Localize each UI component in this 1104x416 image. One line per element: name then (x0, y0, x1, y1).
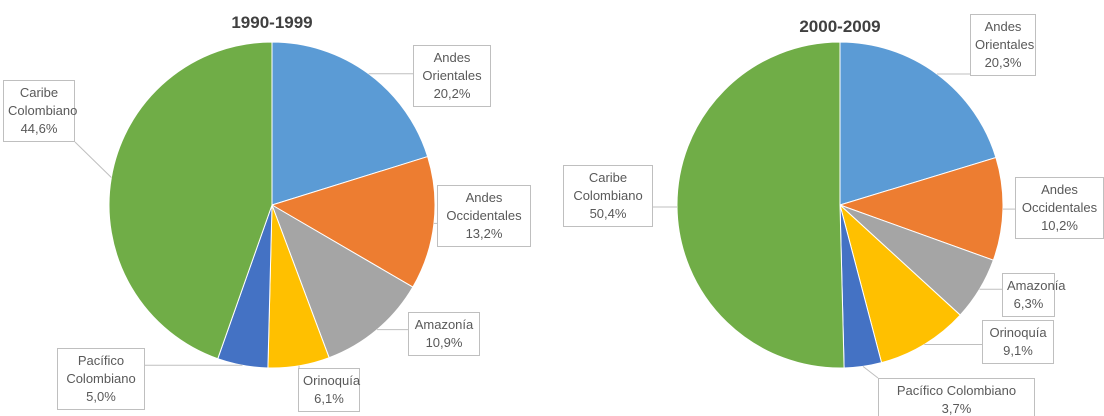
data-label: Andes Orientales 20,2% (413, 45, 491, 107)
pie-slice (676, 41, 845, 369)
data-label: Andes Orientales 20,3% (970, 14, 1036, 76)
pie-slice (271, 203, 414, 359)
label-category: Amazonía (1007, 278, 1066, 293)
label-category: Andes Orientales (975, 19, 1035, 52)
label-value: 13,2% (465, 226, 503, 241)
label-value: 10,2% (1041, 218, 1078, 233)
data-label: Amazonía 6,3% (1002, 273, 1066, 317)
label-category: Caribe Colombiano (8, 85, 78, 118)
data-label: Caribe Colombiano 50,4% (563, 165, 653, 227)
label-category: Orinoquía (989, 325, 1047, 340)
label-value: 6,3% (1013, 296, 1044, 311)
label-category: Pacífico Colombiano (66, 353, 136, 386)
label-value: 9,1% (1003, 343, 1033, 358)
label-category: Orinoquía (303, 373, 361, 388)
chart-title: 2000-2009 (799, 17, 880, 36)
leader-line (74, 141, 112, 178)
data-label: Caribe Colombiano 44,6% (3, 80, 78, 142)
data-label: Pacífico Colombiano 3,7% (878, 378, 1035, 416)
label-category: Pacífico Colombiano (896, 383, 1017, 398)
label-value: 44,6% (20, 121, 58, 136)
pie-slice (839, 203, 961, 364)
pie-slice (839, 41, 997, 206)
data-label: Orinoquía 9,1% (982, 320, 1054, 364)
data-label: Andes Occidentales 10,2% (1015, 177, 1104, 239)
label-value: 5,0% (86, 389, 116, 404)
data-label: Orinoquía 6,1% (298, 368, 360, 412)
label-value: 20,3% (984, 55, 1022, 70)
chart-title: 1990-1999 (231, 13, 312, 32)
label-category: Amazonía (414, 317, 474, 332)
label-value: 50,4% (589, 206, 627, 221)
label-category: Andes Orientales (422, 50, 482, 83)
label-value: 20,2% (433, 86, 471, 101)
pie-slice (270, 155, 436, 288)
data-label: Andes Occidentales 13,2% (437, 185, 531, 247)
label-value: 3,7% (941, 401, 972, 416)
data-label: Amazonía 10,9% (408, 312, 480, 356)
label-value: 10,9% (425, 335, 463, 350)
label-category: Caribe Colombiano (573, 170, 643, 203)
label-category: Andes Occidentales (446, 190, 522, 223)
label-category: Andes Occidentales (1021, 182, 1098, 215)
data-label: Pacífico Colombiano 5,0% (57, 348, 145, 410)
leader-line (862, 365, 879, 379)
pie-slice (108, 41, 273, 360)
label-value: 6,1% (314, 391, 344, 406)
